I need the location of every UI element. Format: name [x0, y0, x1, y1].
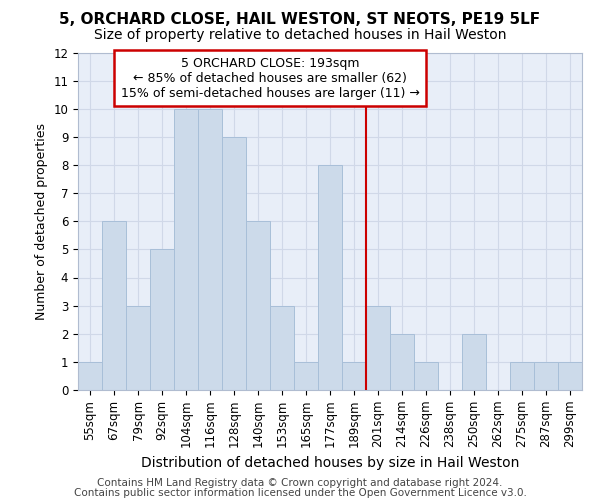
Text: Contains public sector information licensed under the Open Government Licence v3: Contains public sector information licen…: [74, 488, 526, 498]
Bar: [78, 362, 102, 390]
Bar: [462, 334, 486, 390]
Text: 5 ORCHARD CLOSE: 193sqm
← 85% of detached houses are smaller (62)
15% of semi-de: 5 ORCHARD CLOSE: 193sqm ← 85% of detache…: [121, 56, 419, 100]
Bar: [318, 165, 342, 390]
Bar: [102, 221, 126, 390]
Text: Contains HM Land Registry data © Crown copyright and database right 2024.: Contains HM Land Registry data © Crown c…: [97, 478, 503, 488]
Bar: [558, 362, 582, 390]
Bar: [246, 221, 270, 390]
Bar: [294, 362, 318, 390]
Bar: [270, 306, 294, 390]
Bar: [414, 362, 438, 390]
Y-axis label: Number of detached properties: Number of detached properties: [35, 122, 48, 320]
Bar: [510, 362, 534, 390]
Bar: [390, 334, 414, 390]
Text: Size of property relative to detached houses in Hail Weston: Size of property relative to detached ho…: [94, 28, 506, 42]
Text: 5, ORCHARD CLOSE, HAIL WESTON, ST NEOTS, PE19 5LF: 5, ORCHARD CLOSE, HAIL WESTON, ST NEOTS,…: [59, 12, 541, 28]
Bar: [342, 362, 366, 390]
Bar: [222, 137, 246, 390]
Bar: [126, 306, 150, 390]
Bar: [198, 109, 222, 390]
Bar: [534, 362, 558, 390]
Bar: [150, 250, 174, 390]
X-axis label: Distribution of detached houses by size in Hail Weston: Distribution of detached houses by size …: [141, 456, 519, 469]
Bar: [174, 109, 198, 390]
Bar: [366, 306, 390, 390]
